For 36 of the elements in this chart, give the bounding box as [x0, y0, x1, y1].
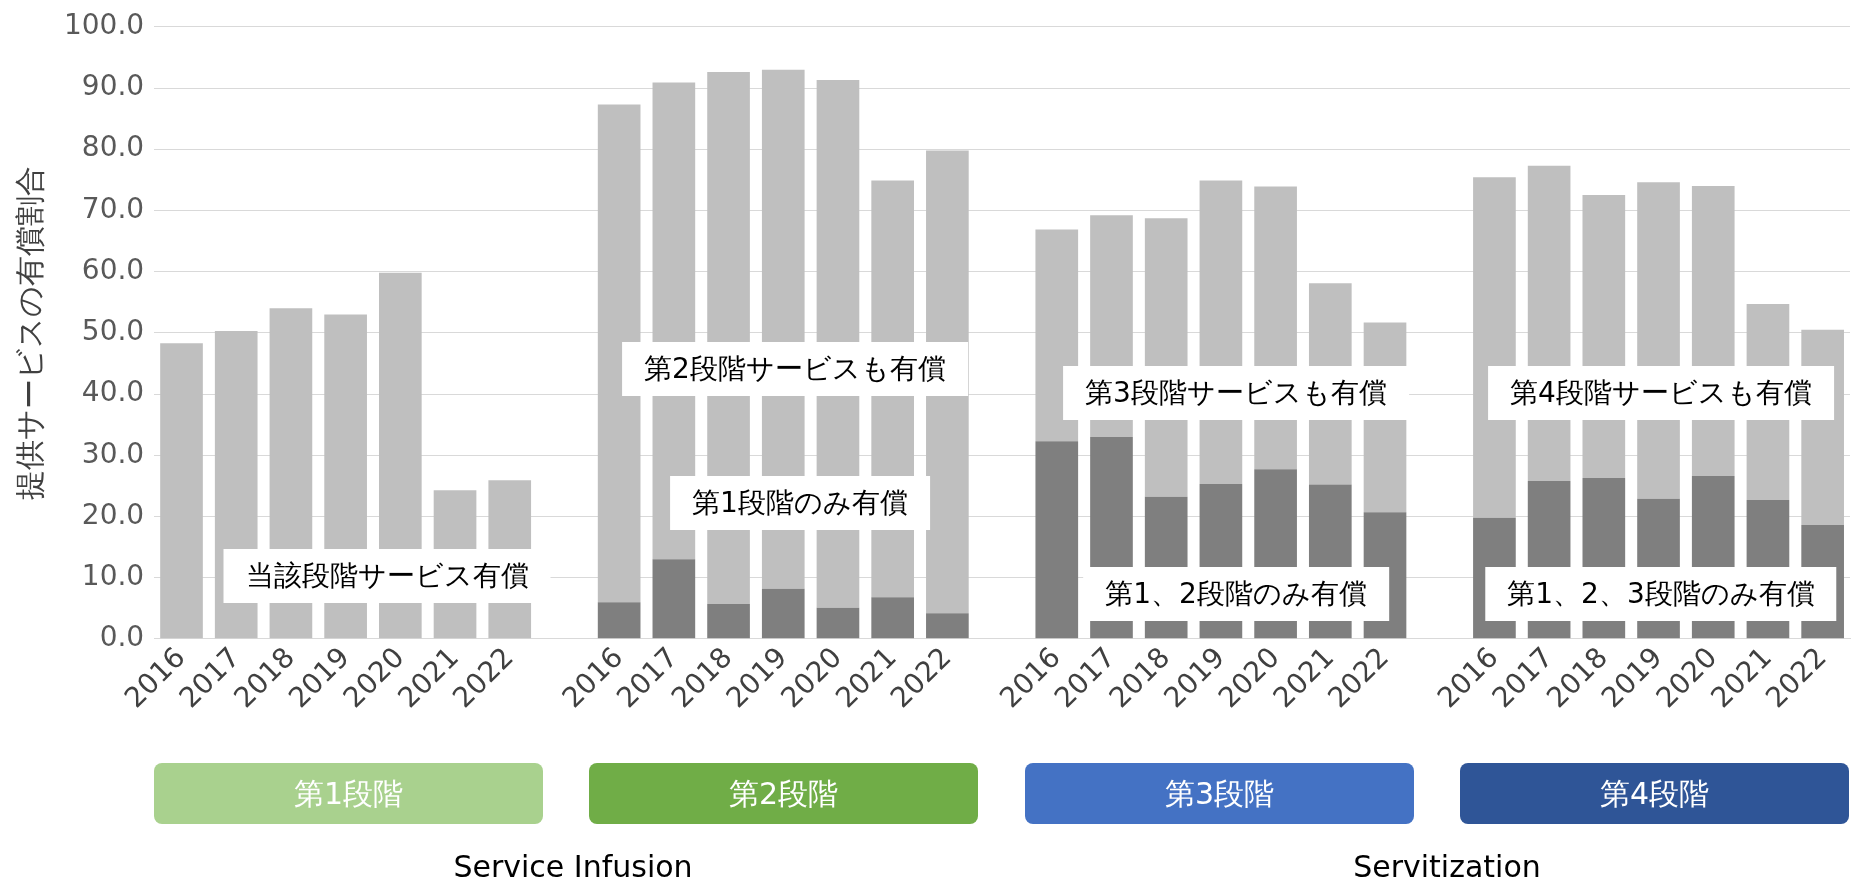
bar	[1035, 441, 1079, 639]
annotation: 第1段階のみ有償	[670, 476, 930, 530]
y-axis-title: 提供サービスの有償割合	[11, 165, 47, 500]
y-tick-label: 30.0	[81, 436, 145, 470]
annotation: 第4段階サービスも有償	[1488, 366, 1834, 420]
bar	[597, 602, 641, 639]
bar	[816, 607, 860, 639]
bar	[707, 603, 750, 639]
bar	[926, 613, 969, 639]
y-tick-label: 0.0	[99, 620, 145, 654]
annotation: 第1、2、3段階のみ有償	[1485, 567, 1837, 621]
text: Servitization	[1353, 848, 1541, 884]
bar	[761, 588, 805, 639]
annotation: 第3段階サービスも有償	[1063, 366, 1409, 420]
y-tick-label: 20.0	[81, 497, 145, 531]
y-tick-label: 10.0	[81, 558, 145, 592]
text: Service Infusion	[453, 848, 693, 884]
text: 第1段階	[154, 763, 543, 824]
y-tick-label: 80.0	[81, 130, 145, 164]
bar	[652, 559, 696, 639]
annotation: 当該段階サービス有償	[223, 549, 551, 603]
y-tick-label: 40.0	[81, 375, 145, 409]
text: 第4段階	[1460, 763, 1849, 824]
text: 第3段階	[1025, 763, 1414, 824]
bar	[1035, 229, 1079, 442]
text: 第2段階	[589, 763, 978, 824]
y-tick-label: 90.0	[81, 69, 145, 103]
y-tick-label: 70.0	[81, 191, 145, 225]
y-tick-label: 60.0	[81, 252, 145, 286]
y-tick-label: 100.0	[63, 8, 145, 42]
bar	[871, 597, 915, 639]
y-tick-label: 50.0	[81, 314, 145, 348]
annotation: 第1、2段階のみ有償	[1083, 567, 1389, 621]
bar	[160, 343, 203, 639]
annotation: 第2段階サービスも有償	[622, 342, 968, 396]
bar	[597, 104, 641, 603]
